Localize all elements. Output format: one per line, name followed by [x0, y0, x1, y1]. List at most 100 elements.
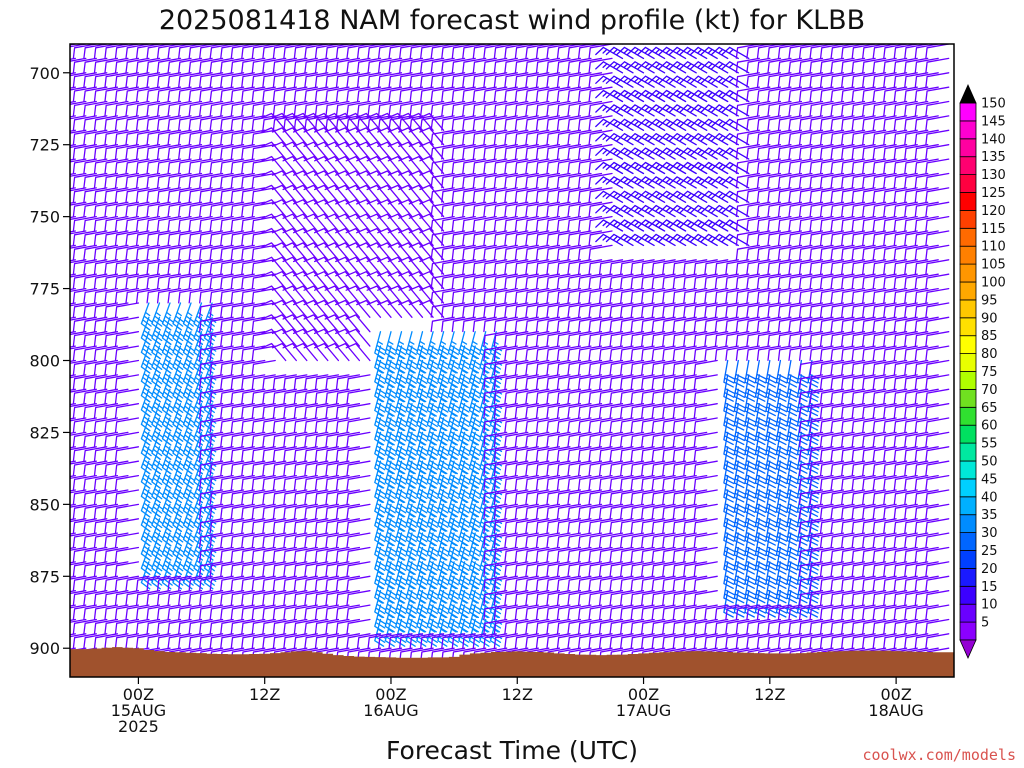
x-tick-label: 18AUG — [868, 701, 923, 720]
wind-barb — [114, 633, 140, 649]
wind-barb — [620, 618, 645, 635]
wind-barb — [746, 172, 771, 189]
wind-barb — [577, 230, 603, 246]
credit-link[interactable]: coolwx.com/models — [862, 746, 1016, 764]
wind-barb — [735, 57, 760, 74]
wind-barb — [199, 575, 224, 592]
wind-barb — [468, 388, 482, 417]
wind-barb — [647, 190, 676, 203]
wind-barb — [914, 403, 939, 419]
wind-barb — [744, 431, 757, 460]
wind-barb — [651, 302, 676, 318]
wind-barb — [925, 374, 950, 390]
wind-barb — [925, 201, 950, 218]
wind-barb — [546, 259, 571, 275]
wind-barb — [786, 417, 799, 446]
wind-barb — [588, 100, 613, 117]
wind-barb — [161, 302, 175, 331]
wind-barb — [199, 546, 224, 563]
wind-barb — [241, 302, 266, 318]
wind-barb — [374, 388, 387, 417]
wind-barb — [114, 546, 140, 563]
wind-barb — [693, 575, 718, 592]
wind-barb — [567, 590, 592, 606]
wind-barb — [630, 259, 655, 275]
wind-barb — [72, 417, 97, 433]
colorbar-swatch — [959, 550, 977, 569]
wind-barb — [556, 187, 582, 203]
wind-barb — [462, 100, 487, 117]
wind-barb — [430, 302, 455, 318]
wind-barb — [809, 158, 834, 174]
wind-barb — [493, 388, 518, 405]
wind-barb — [862, 72, 887, 88]
colorbar-swatch — [959, 120, 977, 140]
wind-barb — [893, 575, 918, 592]
wind-barb — [241, 259, 266, 275]
wind-barb — [679, 104, 708, 117]
wind-barb — [546, 474, 571, 491]
wind-barb — [637, 133, 666, 146]
wind-barb — [514, 374, 539, 390]
wind-barb — [525, 474, 550, 491]
wind-barb — [556, 431, 582, 448]
wind-barb — [83, 172, 108, 189]
wind-barb — [788, 259, 813, 275]
wind-barb — [346, 561, 371, 577]
wind-barb — [283, 604, 308, 620]
wind-barb — [872, 144, 897, 160]
wind-barb — [588, 561, 613, 577]
wind-barb — [293, 561, 318, 577]
wind-barb — [904, 431, 929, 448]
wind-barb — [609, 618, 634, 635]
wind-barb — [426, 446, 439, 475]
wind-barb — [809, 460, 834, 477]
wind-barb — [788, 158, 813, 174]
wind-barb — [819, 57, 845, 74]
wind-barb — [609, 590, 634, 606]
wind-barb — [620, 446, 645, 462]
wind-barb — [93, 129, 119, 146]
wind-barb — [735, 273, 760, 290]
wind-barb — [241, 100, 266, 117]
wind-barb — [746, 287, 771, 304]
wind-barb — [167, 244, 192, 261]
wind-barb — [230, 388, 255, 405]
wind-barb — [395, 331, 408, 360]
wind-barb — [514, 446, 539, 462]
wind-barb — [72, 129, 97, 146]
wind-barb — [493, 474, 518, 491]
wind-barb — [535, 259, 561, 275]
wind-barb — [647, 118, 676, 131]
wind-barb — [679, 46, 708, 60]
wind-barb — [220, 633, 245, 649]
wind-barb — [325, 503, 350, 520]
wind-barb — [441, 115, 466, 131]
wind-barb — [883, 633, 908, 649]
wind-barb — [272, 532, 297, 548]
wind-barb — [809, 57, 834, 74]
wind-barb — [767, 287, 792, 304]
wind-barb — [114, 172, 140, 189]
wind-barb — [746, 144, 771, 160]
wind-barb — [595, 133, 624, 146]
wind-barb — [472, 273, 497, 290]
wind-barb — [83, 575, 108, 592]
wind-barb — [754, 532, 767, 561]
colorbar-label: 65 — [981, 401, 998, 416]
wind-barb — [104, 172, 129, 189]
wind-barb — [178, 618, 203, 635]
wind-barb — [535, 100, 561, 117]
wind-barb — [325, 374, 350, 390]
wind-barb — [841, 201, 866, 218]
wind-barb — [893, 374, 918, 390]
wind-barb — [914, 604, 939, 620]
wind-barb — [209, 460, 234, 477]
wind-barb — [374, 403, 387, 432]
wind-barb — [904, 287, 929, 304]
wind-barb — [230, 144, 255, 160]
wind-barb — [146, 259, 171, 275]
wind-barb — [504, 273, 529, 290]
wind-barb — [651, 561, 676, 577]
wind-barb — [725, 633, 750, 649]
